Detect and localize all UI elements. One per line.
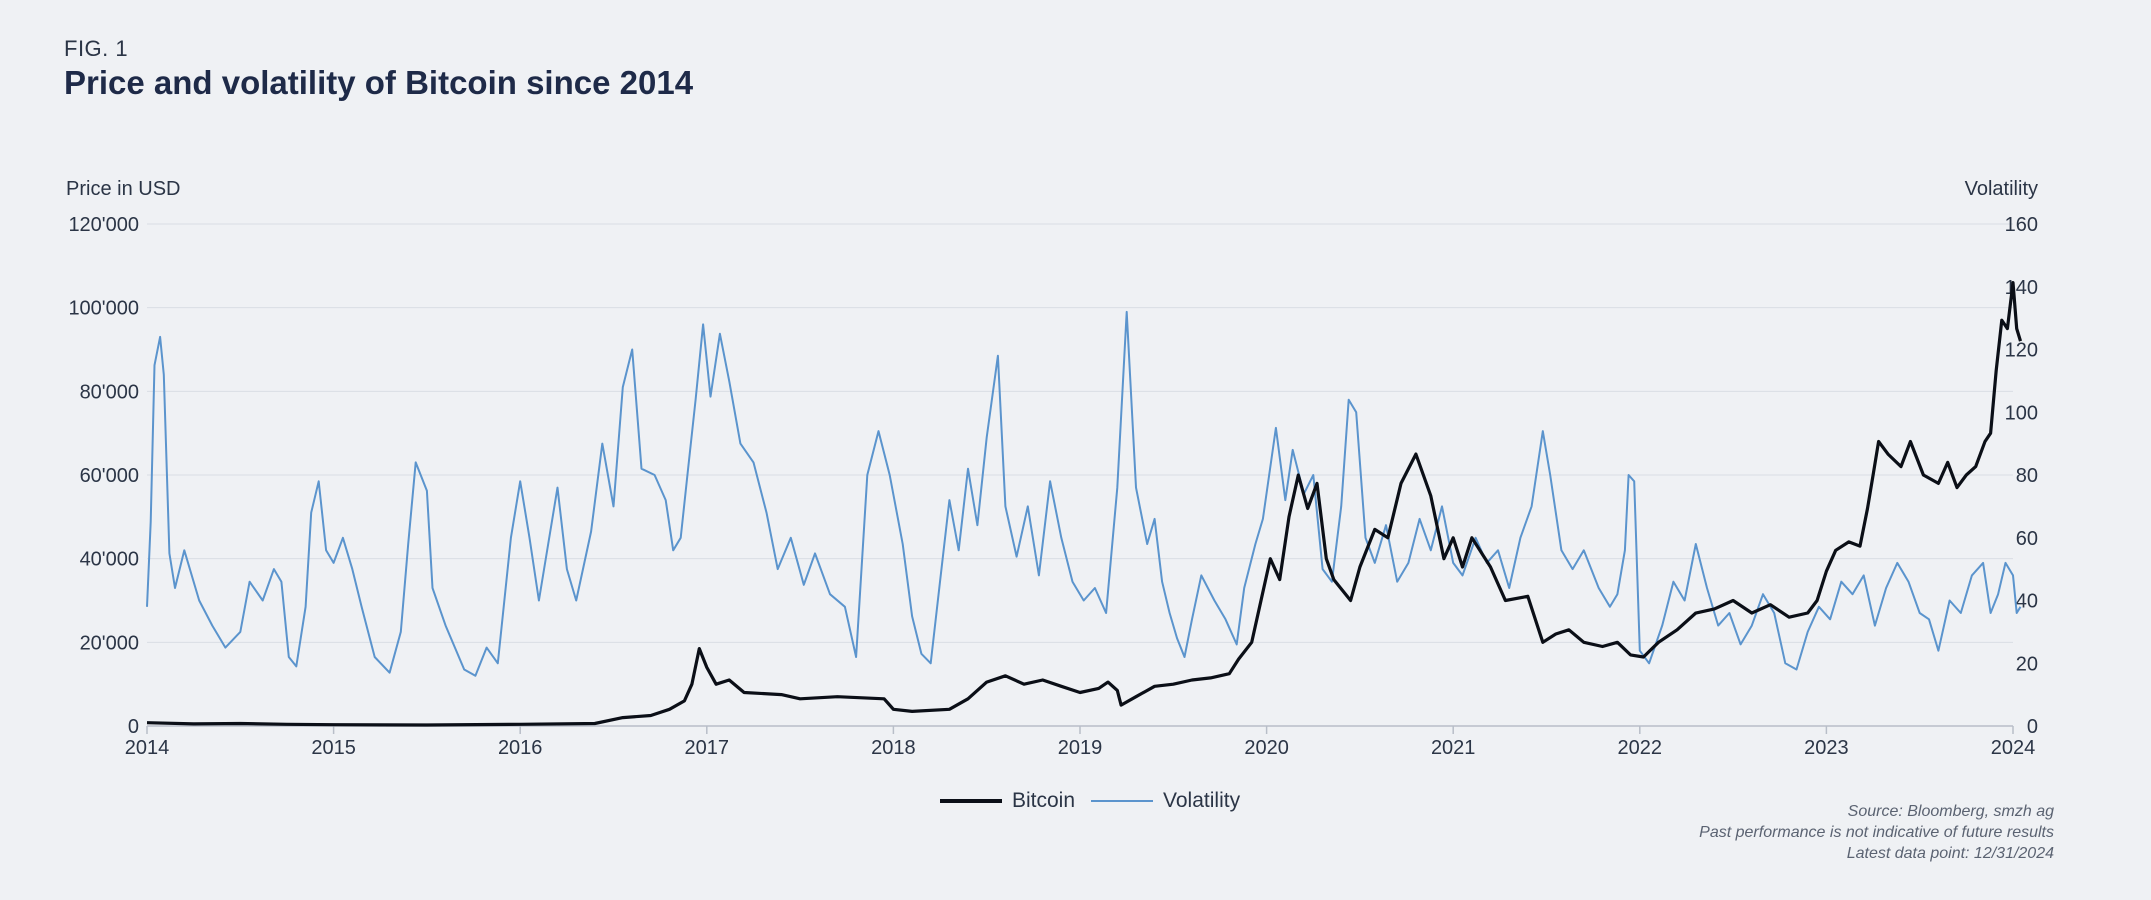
volatility-line xyxy=(146,310,2022,677)
gridlines xyxy=(147,223,2013,727)
bitcoin-swatch xyxy=(940,799,1002,803)
x-tick-label: 2015 xyxy=(311,737,356,759)
left-axis-title: Price in USD xyxy=(66,178,180,200)
right-tick-label: 140 xyxy=(2005,277,2038,299)
right-axis-ticks: 0 20 40 60 80 100 120 140 160 xyxy=(2005,214,2038,738)
series-lines xyxy=(146,281,2023,727)
left-tick-label: 0 xyxy=(128,716,139,738)
left-tick-label: 120'000 xyxy=(68,214,139,236)
legend-label-bitcoin: Bitcoin xyxy=(1012,789,1076,812)
right-tick-label: 100 xyxy=(2005,402,2038,424)
right-tick-label: 120 xyxy=(2005,340,2038,362)
x-tick-label: 2014 xyxy=(125,737,170,759)
disclaimer-note: Past performance is not indicative of fu… xyxy=(1699,824,2054,841)
x-tick-label: 2022 xyxy=(1618,737,1663,759)
right-tick-label: 20 xyxy=(2016,653,2038,675)
source-note: Source: Bloomberg, smzh ag xyxy=(1847,803,2054,820)
legend-label-volatility: Volatility xyxy=(1163,789,1241,812)
bitcoin-line xyxy=(146,281,2023,727)
x-axis-ticks: 2014 2015 2016 2017 2018 2019 2020 2021 2022 2023… xyxy=(125,726,2036,759)
legend-item-bitcoin[interactable]: Bitcoin xyxy=(940,789,1075,813)
x-tick-label: 2019 xyxy=(1058,737,1103,759)
right-tick-label: 60 xyxy=(2016,528,2038,550)
x-tick-label: 2021 xyxy=(1431,737,1476,759)
right-axis-title: Volatility xyxy=(1965,178,2038,200)
x-tick-label: 2023 xyxy=(1804,737,1849,759)
x-tick-label: 2016 xyxy=(498,737,543,759)
left-tick-label: 40'000 xyxy=(80,549,139,571)
right-tick-label: 40 xyxy=(2016,591,2038,613)
right-tick-label: 0 xyxy=(2027,716,2038,738)
chart-title: Price and volatility of Bitcoin since 20… xyxy=(64,64,694,101)
left-tick-label: 20'000 xyxy=(80,632,139,654)
right-tick-label: 160 xyxy=(2005,214,2038,236)
legend-item-volatility[interactable]: Volatility xyxy=(1091,789,1240,813)
right-tick-label: 80 xyxy=(2016,465,2038,487)
latest-data-note: Latest data point: 12/31/2024 xyxy=(1846,845,2054,862)
x-tick-label: 2018 xyxy=(871,737,916,759)
left-tick-label: 80'000 xyxy=(80,381,139,403)
figure-label: FIG. 1 xyxy=(64,36,129,61)
legend: Bitcoin Volatility xyxy=(940,789,1240,813)
left-axis-ticks: 0 20'000 40'000 60'000 80'000 100'000 120'000 xyxy=(68,214,139,738)
left-tick-label: 60'000 xyxy=(80,465,139,487)
left-tick-label: 100'000 xyxy=(68,298,139,320)
volatility-swatch xyxy=(1091,800,1154,802)
x-tick-label: 2024 xyxy=(1991,737,2036,759)
footnotes: Source: Bloomberg, smzh ag Past performa… xyxy=(1699,801,2054,864)
x-tick-label: 2017 xyxy=(685,737,730,759)
x-tick-label: 2020 xyxy=(1244,737,1289,759)
